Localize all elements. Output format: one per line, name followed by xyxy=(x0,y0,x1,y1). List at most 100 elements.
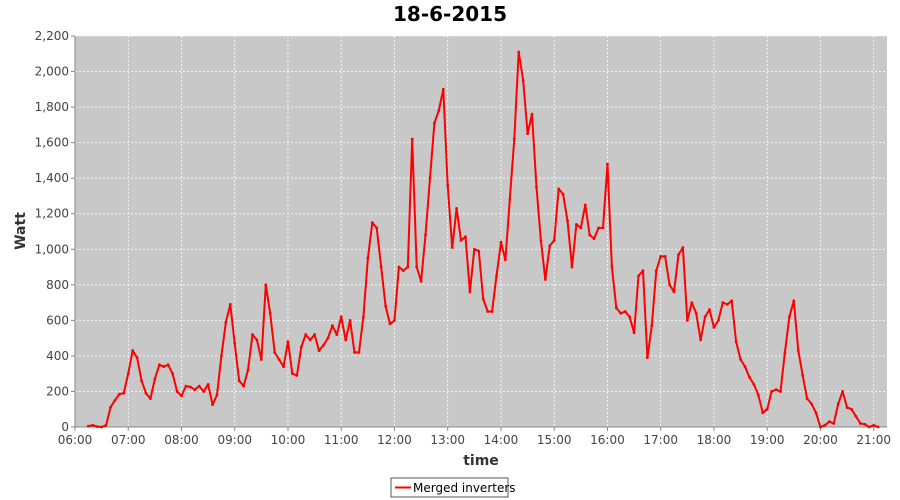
data-point xyxy=(872,423,876,427)
y-tick-label: 1,400 xyxy=(35,171,69,185)
data-point xyxy=(610,265,614,269)
data-point xyxy=(401,269,405,272)
data-point xyxy=(291,372,294,376)
data-point xyxy=(805,397,809,400)
data-point xyxy=(353,350,356,354)
data-point xyxy=(752,382,756,386)
x-tick-label: 10:00 xyxy=(271,433,306,447)
y-tick-label: 2,200 xyxy=(35,29,69,43)
data-point xyxy=(202,390,206,393)
data-point xyxy=(637,274,640,278)
data-point xyxy=(220,354,223,358)
data-point xyxy=(543,278,547,281)
data-point xyxy=(308,338,312,342)
data-point xyxy=(677,253,680,257)
data-point xyxy=(832,422,836,425)
data-point xyxy=(517,50,521,54)
data-point xyxy=(109,406,112,409)
x-tick-label: 18:00 xyxy=(697,433,732,447)
data-point xyxy=(508,198,512,201)
data-point xyxy=(867,425,871,429)
x-tick-label: 20:00 xyxy=(803,433,838,447)
data-point xyxy=(224,320,228,324)
x-tick-label: 16:00 xyxy=(590,433,625,447)
data-point xyxy=(592,237,596,241)
data-point xyxy=(100,425,104,429)
data-point xyxy=(663,254,667,258)
data-point xyxy=(370,221,374,225)
data-point xyxy=(393,318,396,322)
data-point xyxy=(171,372,175,376)
data-point xyxy=(273,350,277,354)
data-point xyxy=(814,411,818,415)
data-point xyxy=(144,391,148,395)
data-point xyxy=(481,297,485,301)
data-point xyxy=(583,203,587,207)
data-point xyxy=(384,304,388,308)
data-point xyxy=(313,333,317,336)
data-point xyxy=(251,333,254,336)
data-point xyxy=(863,422,867,426)
data-point xyxy=(433,121,436,125)
data-point xyxy=(703,315,707,319)
data-point xyxy=(699,338,703,342)
data-point xyxy=(716,318,720,322)
data-point xyxy=(770,390,774,393)
data-point xyxy=(504,258,507,262)
x-tick-label: 14:00 xyxy=(484,433,519,447)
data-point xyxy=(850,407,853,411)
data-point xyxy=(668,283,671,287)
data-point xyxy=(326,336,330,340)
data-point xyxy=(282,365,285,368)
data-point xyxy=(153,377,157,381)
data-point xyxy=(588,233,592,237)
data-point xyxy=(246,368,250,372)
data-point xyxy=(322,343,325,347)
data-point xyxy=(242,384,246,388)
data-point xyxy=(206,382,210,386)
data-point xyxy=(441,87,445,91)
data-point xyxy=(344,338,348,342)
data-point xyxy=(512,137,516,141)
data-point xyxy=(783,350,787,354)
data-point xyxy=(570,265,574,269)
data-point xyxy=(122,391,126,395)
data-point xyxy=(140,379,143,383)
data-point xyxy=(601,226,605,230)
data-point xyxy=(854,414,858,418)
data-point xyxy=(690,301,694,304)
data-point xyxy=(566,219,569,223)
data-point xyxy=(654,269,658,272)
data-point xyxy=(659,254,663,258)
data-point xyxy=(184,384,188,388)
data-point xyxy=(743,365,747,368)
data-point xyxy=(761,411,765,415)
data-point xyxy=(721,301,725,304)
y-tick-label: 1,800 xyxy=(35,100,69,114)
data-point xyxy=(557,187,561,191)
data-point xyxy=(362,315,365,319)
data-point xyxy=(410,137,414,141)
y-axis-label: Watt xyxy=(13,212,29,250)
data-point xyxy=(876,425,880,429)
data-point xyxy=(317,349,321,352)
data-point xyxy=(188,385,192,389)
data-point xyxy=(379,265,383,269)
data-point xyxy=(162,365,166,368)
y-tick-label: 1,200 xyxy=(35,207,69,221)
y-tick-label: 2,000 xyxy=(35,65,69,79)
data-point xyxy=(388,322,392,326)
data-point xyxy=(228,302,232,306)
data-point xyxy=(725,302,729,306)
data-point xyxy=(694,311,698,315)
x-tick-label: 12:00 xyxy=(377,433,412,447)
series-layer xyxy=(86,50,880,429)
x-tick-label: 17:00 xyxy=(643,433,678,447)
x-tick-label: 15:00 xyxy=(537,433,572,447)
data-point xyxy=(539,238,543,242)
data-point xyxy=(574,222,578,226)
x-tick-label: 08:00 xyxy=(164,433,199,447)
data-point xyxy=(628,315,632,319)
data-point xyxy=(641,269,645,272)
data-point xyxy=(95,425,99,429)
